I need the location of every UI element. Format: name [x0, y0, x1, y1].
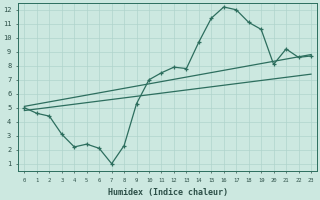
X-axis label: Humidex (Indice chaleur): Humidex (Indice chaleur) [108, 188, 228, 197]
